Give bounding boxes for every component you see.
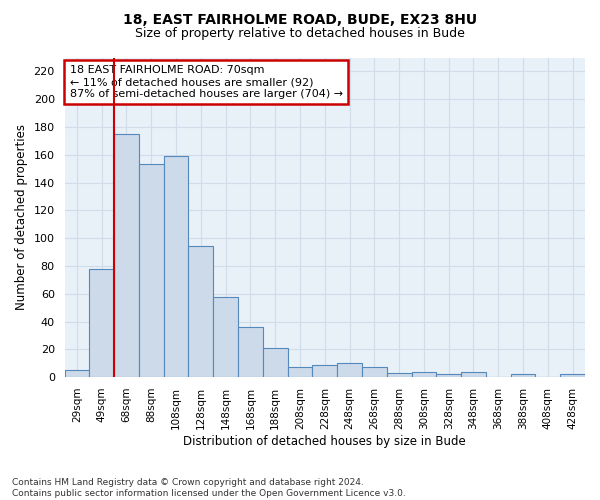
Bar: [89, 268, 114, 377]
Bar: [436, 374, 461, 377]
Text: Contains HM Land Registry data © Crown copyright and database right 2024.
Contai: Contains HM Land Registry data © Crown c…: [12, 478, 406, 498]
Bar: [263, 348, 287, 377]
Bar: [287, 368, 313, 377]
Y-axis label: Number of detached properties: Number of detached properties: [15, 124, 28, 310]
Bar: [387, 373, 412, 377]
Bar: [313, 364, 337, 377]
Bar: [213, 296, 238, 377]
Bar: [65, 370, 89, 377]
Bar: [337, 363, 362, 377]
Bar: [188, 246, 213, 377]
Bar: [511, 374, 535, 377]
Bar: [114, 134, 139, 377]
Text: 18 EAST FAIRHOLME ROAD: 70sqm
← 11% of detached houses are smaller (92)
87% of s: 18 EAST FAIRHOLME ROAD: 70sqm ← 11% of d…: [70, 66, 343, 98]
Bar: [412, 372, 436, 377]
Bar: [560, 374, 585, 377]
Text: 18, EAST FAIRHOLME ROAD, BUDE, EX23 8HU: 18, EAST FAIRHOLME ROAD, BUDE, EX23 8HU: [123, 12, 477, 26]
X-axis label: Distribution of detached houses by size in Bude: Distribution of detached houses by size …: [184, 434, 466, 448]
Bar: [461, 372, 486, 377]
Bar: [164, 156, 188, 377]
Bar: [238, 327, 263, 377]
Bar: [139, 164, 164, 377]
Text: Size of property relative to detached houses in Bude: Size of property relative to detached ho…: [135, 28, 465, 40]
Bar: [362, 368, 387, 377]
